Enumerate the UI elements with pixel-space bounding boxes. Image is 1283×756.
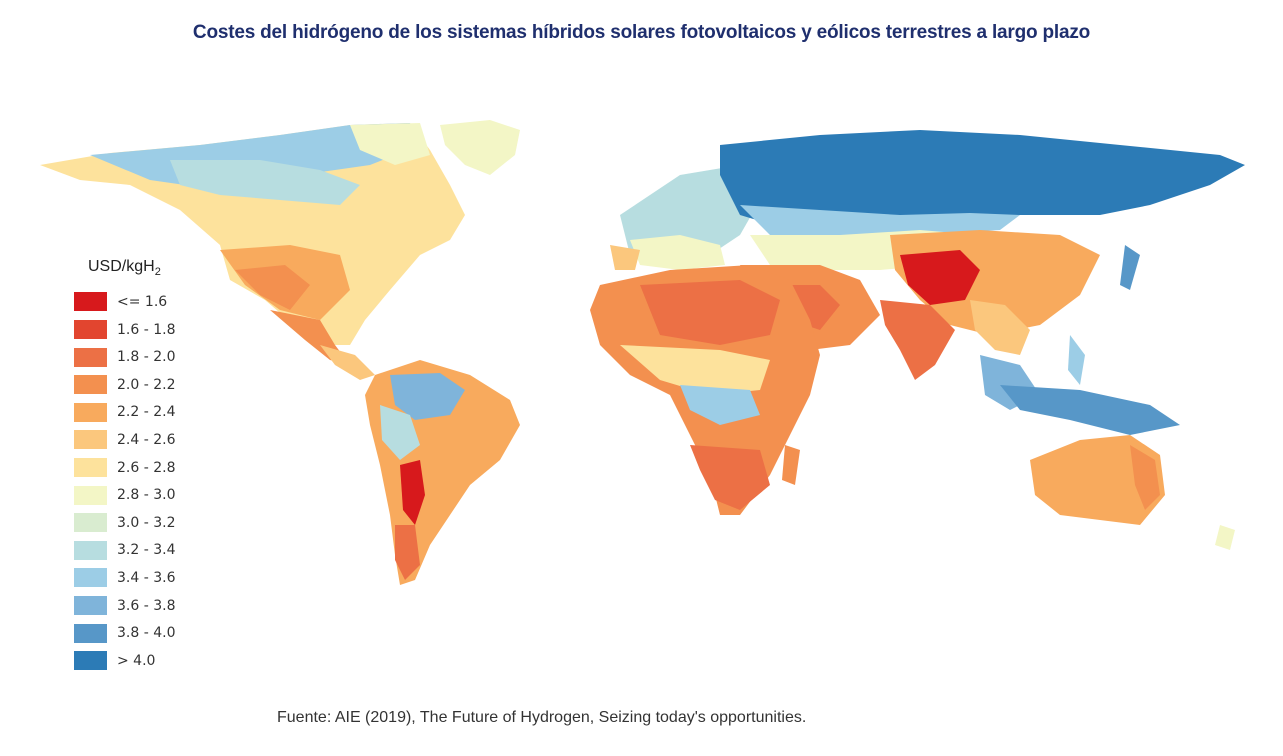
legend-label: 1.6 - 1.8 xyxy=(117,321,176,338)
legend-item: 2.6 - 2.8 xyxy=(74,454,214,482)
legend-swatch xyxy=(74,402,107,422)
legend-swatch xyxy=(74,540,107,560)
region-japan xyxy=(1120,245,1140,290)
legend-item: 3.4 - 3.6 xyxy=(74,564,214,592)
legend-label: > 4.0 xyxy=(117,652,156,669)
source-caption: Fuente: AIE (2019), The Future of Hydrog… xyxy=(277,709,807,726)
legend-label: 3.0 - 3.2 xyxy=(117,514,176,531)
legend-label: 3.2 - 3.4 xyxy=(117,542,176,559)
legend-label: 3.6 - 3.8 xyxy=(117,597,176,614)
region-russia xyxy=(720,130,1245,230)
region-europe xyxy=(610,165,760,270)
legend-label: 1.8 - 2.0 xyxy=(117,349,176,366)
legend-label: 2.2 - 2.4 xyxy=(117,404,176,421)
legend-item: <= 1.6 xyxy=(74,288,214,316)
region-east-asia xyxy=(890,230,1100,355)
legend-item: 3.8 - 4.0 xyxy=(74,619,214,647)
legend-swatch xyxy=(74,485,107,505)
region-southeast-asia xyxy=(980,335,1180,435)
legend-swatch xyxy=(74,375,107,395)
legend-swatch xyxy=(74,623,107,643)
legend-item: 3.6 - 3.8 xyxy=(74,592,214,620)
legend-label: 2.6 - 2.8 xyxy=(117,459,176,476)
legend-label: 3.4 - 3.6 xyxy=(117,569,176,586)
legend-label: 2.4 - 2.6 xyxy=(117,431,176,448)
region-africa xyxy=(590,265,820,515)
legend-swatch xyxy=(74,347,107,367)
region-india xyxy=(880,300,955,380)
legend-item: 2.8 - 3.0 xyxy=(74,481,214,509)
legend-item: 2.2 - 2.4 xyxy=(74,399,214,427)
legend-item: 1.6 - 1.8 xyxy=(74,316,214,344)
legend-label: <= 1.6 xyxy=(117,293,168,310)
legend-label: 2.8 - 3.0 xyxy=(117,487,176,504)
world-map xyxy=(20,105,1260,705)
legend-swatch xyxy=(74,458,107,478)
legend-item: 2.4 - 2.6 xyxy=(74,426,214,454)
region-australia xyxy=(1030,435,1235,550)
region-north-america xyxy=(40,123,465,380)
legend-swatch xyxy=(74,596,107,616)
legend-label: 3.8 - 4.0 xyxy=(117,625,176,642)
region-greenland xyxy=(440,120,520,175)
legend-title: USD/kgH2 xyxy=(88,258,161,279)
legend-item: 1.8 - 2.0 xyxy=(74,343,214,371)
legend-item: > 4.0 xyxy=(74,647,214,675)
legend-swatch xyxy=(74,292,107,312)
region-south-america xyxy=(365,360,520,585)
legend-swatch xyxy=(74,430,107,450)
legend-item: 2.0 - 2.2 xyxy=(74,371,214,399)
legend-swatch xyxy=(74,320,107,340)
legend-swatch xyxy=(74,568,107,588)
legend-label: 2.0 - 2.2 xyxy=(117,376,176,393)
legend-item: 3.2 - 3.4 xyxy=(74,537,214,565)
map-title: Costes del hidrógeno de los sistemas híb… xyxy=(192,22,1091,43)
legend-item: 3.0 - 3.2 xyxy=(74,509,214,537)
legend: USD/kgH2 <= 1.6 1.6 - 1.8 1.8 - 2.0 2.0 … xyxy=(74,258,214,675)
legend-swatch xyxy=(74,513,107,533)
legend-swatch xyxy=(74,651,107,671)
